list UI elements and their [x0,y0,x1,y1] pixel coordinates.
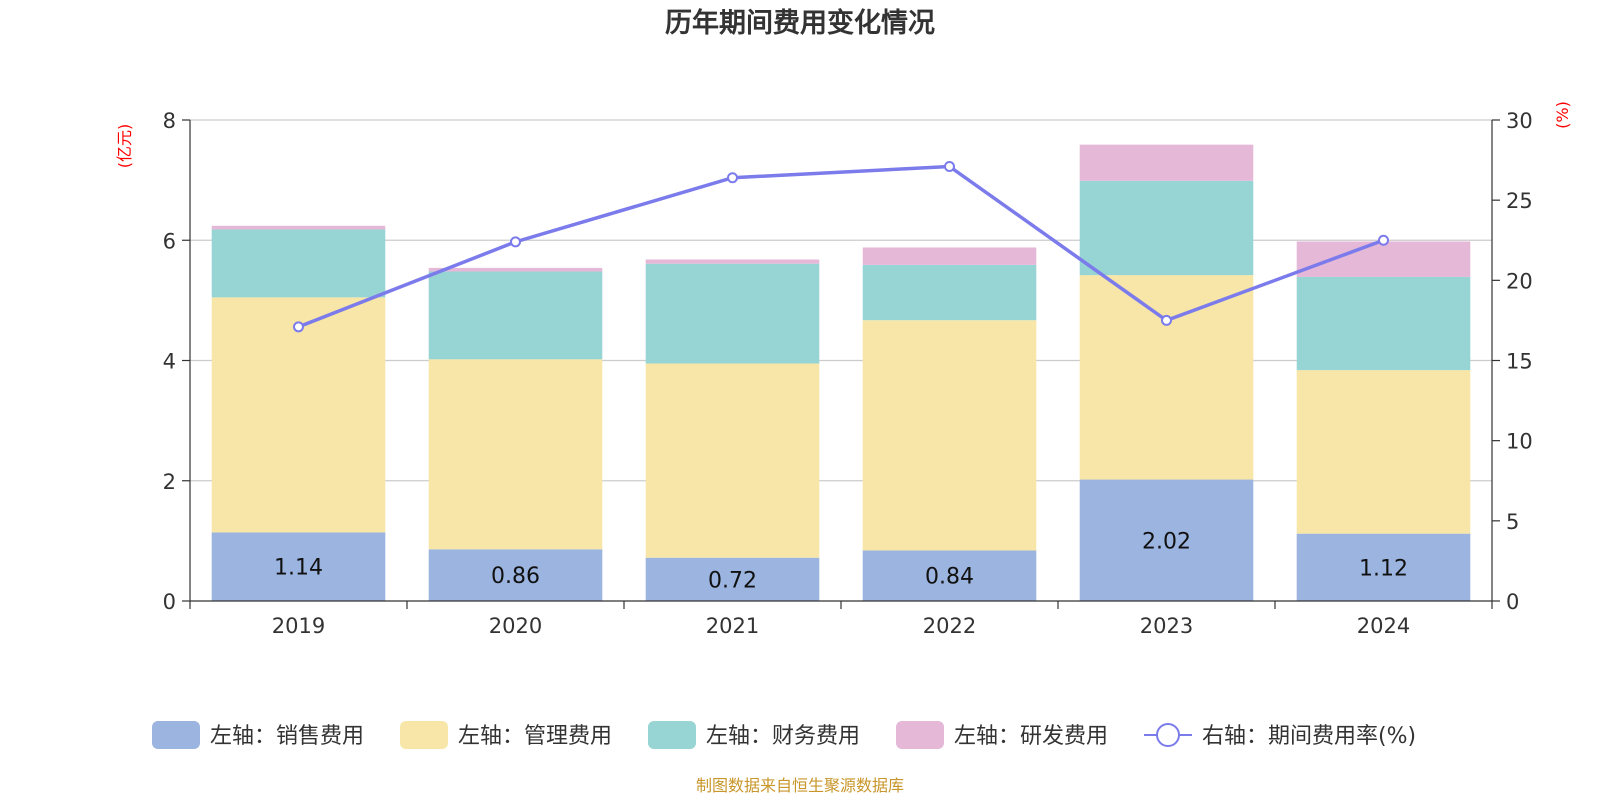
bar-segment [1296,370,1471,534]
rate-point [510,236,521,248]
x-tick-label: 2019 [272,614,325,638]
bar-segment [428,359,603,550]
bar-segment [1079,144,1254,181]
bar-segment [645,263,820,364]
right-tick-label: 10 [1506,430,1533,454]
bar-segment [862,247,1037,265]
bar-segment [428,549,603,601]
bar-value-label: 0.86 [491,564,540,589]
right-tick-label: 5 [1506,510,1519,534]
right-tick-label: 15 [1506,350,1533,374]
bar-segment [1079,275,1254,480]
bar-segment [645,363,820,558]
bar-segment [862,320,1037,551]
right-tick-label: 0 [1506,590,1519,614]
rate-point [1161,314,1172,326]
bar-value-label: 1.14 [274,556,323,581]
bar-segment [428,267,603,272]
bar-value-label: 2.02 [1142,529,1191,554]
bar-segment [211,297,386,533]
rate-point [944,160,955,172]
left-tick-label: 4 [163,350,176,374]
legend-swatch [152,721,200,749]
bar-segment [1079,479,1254,601]
rate-point [1378,234,1389,246]
bar-segment [1296,241,1471,277]
legend-swatch [648,721,696,749]
rate-point [293,321,304,333]
right-axis-unit: (%) [1553,101,1572,129]
legend-swatch [896,721,944,749]
bar-segment [1296,276,1471,371]
bar-segment [1296,533,1471,601]
x-tick-label: 2021 [706,614,759,638]
legend-marker [1156,723,1180,747]
left-axis-unit: (亿元) [115,124,134,169]
rate-line-group [293,160,1389,333]
bar-segment [211,225,386,230]
x-tick-label: 2022 [923,614,976,638]
gridlines [190,119,1492,482]
left-tick-label: 6 [163,229,176,253]
bar-label-group: 1.14 0.86 0.72 0.84 2.02 1.12 [274,529,1408,593]
bar-segment [1079,180,1254,276]
bar-value-label: 1.12 [1359,556,1408,581]
rate-line [297,164,1385,329]
bar-segment [645,557,820,601]
legend-label: 左轴：销售费用 [210,724,364,749]
x-tick-label: 2024 [1357,614,1410,638]
bar-segment [862,550,1037,601]
legend-label: 右轴：期间费用率(%) [1202,724,1416,749]
bar-value-label: 0.72 [708,568,757,593]
bar-segment [211,532,386,601]
bar-segment [211,229,386,298]
legend-swatch [400,721,448,749]
legend-label: 左轴：管理费用 [458,724,612,749]
left-tick-label: 8 [163,109,176,133]
left-tick-label: 0 [163,590,176,614]
legend-label: 左轴：研发费用 [954,724,1108,749]
bar-stack-group [211,144,1471,601]
left-tick-label: 2 [163,470,176,494]
rate-point [727,172,738,184]
x-tick-label: 2020 [489,614,542,638]
right-tick-label: 20 [1506,269,1533,293]
bar-segment [645,259,820,264]
legend-label: 左轴：财务费用 [706,724,860,749]
source-note: 制图数据来自恒生聚源数据库 [696,776,904,795]
x-tick-label: 2023 [1140,614,1193,638]
right-tick-label: 30 [1506,109,1533,133]
bar-segment [862,264,1037,321]
axes: 0 2 4 6 8 0 5 10 15 20 25 30 2019 2020 2021 2022 2023 202… [163,109,1533,638]
right-tick-label: 25 [1506,189,1533,213]
bar-segment [428,271,603,360]
bar-value-label: 0.84 [925,565,974,590]
legend: 左轴：销售费用 左轴：管理费用 左轴：财务费用 左轴：研发费用 右轴：期间费用率(%) [152,721,1416,749]
chart-title: 历年期间费用变化情况 [665,7,935,39]
